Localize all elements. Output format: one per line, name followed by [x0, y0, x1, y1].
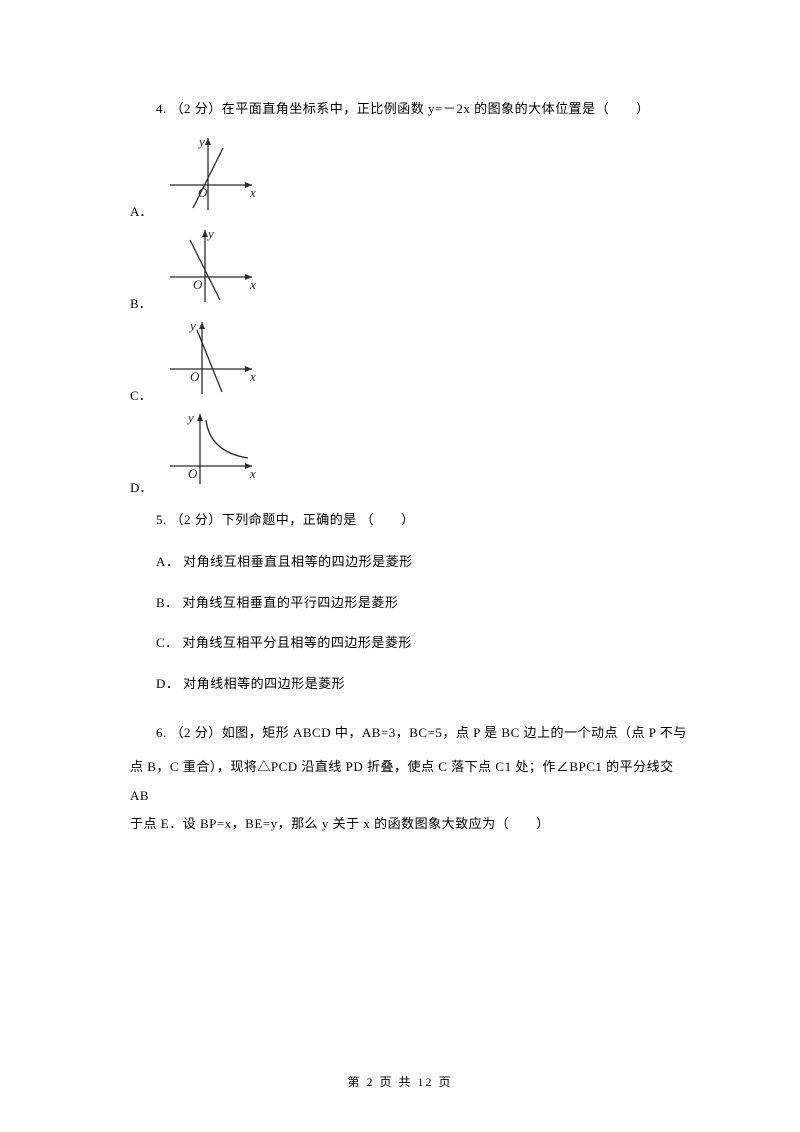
svg-text:y: y [186, 410, 194, 425]
q4-option-d: D． y x O [130, 406, 690, 496]
q4-label-a: A． [130, 201, 152, 220]
q4-option-b: B． y x O [130, 222, 690, 312]
svg-text:x: x [249, 466, 256, 481]
q4-label-d: D． [130, 477, 152, 496]
q4-graph-a: y x O [160, 130, 265, 220]
q5-text: 5. （2 分）下列命题中，正确的是 （ ） [130, 506, 690, 535]
q4-graph-c: y x O [160, 314, 265, 404]
svg-text:y: y [197, 134, 205, 149]
svg-text:x: x [249, 369, 256, 384]
q4-graph-d: y x O [160, 406, 265, 496]
svg-text:O: O [190, 369, 200, 384]
q4-text: 4. （2 分）在平面直角坐标系中，正比例函数 y=－2x 的图象的大体位置是（… [130, 95, 690, 124]
svg-text:y: y [206, 226, 214, 241]
svg-text:x: x [249, 277, 256, 292]
svg-text:y: y [188, 318, 196, 333]
page-container: 4. （2 分）在平面直角坐标系中，正比例函数 y=－2x 的图象的大体位置是（… [0, 0, 800, 1132]
svg-text:x: x [249, 185, 256, 200]
q5-opt-d: D． 对角线相等的四边形是菱形 [130, 670, 690, 699]
q5-opt-c: C． 对角线互相平分且相等的四边形是菱形 [130, 629, 690, 658]
q4-label-b: B． [130, 293, 152, 312]
page-footer: 第 2 页 共 12 页 [0, 1073, 800, 1090]
svg-text:O: O [193, 277, 203, 292]
svg-text:O: O [188, 466, 198, 481]
q4-label-c: C． [130, 385, 152, 404]
q5-opt-a: A． 对角线互相垂直且相等的四边形是菱形 [130, 548, 690, 577]
q4-option-a: A． y x O [130, 130, 690, 220]
q4-graph-b: y x O [160, 222, 265, 312]
q6-line1: 6. （2 分）如图，矩形 ABCD 中，AB=3，BC=5，点 P 是 BC … [130, 719, 690, 748]
q5-opt-b: B． 对角线互相垂直的平行四边形是菱形 [130, 589, 690, 618]
q6-line2: 点 B，C 重合），现将△PCD 沿直线 PD 折叠，使点 C 落下点 C1 处… [130, 753, 690, 810]
svg-text:O: O [198, 185, 208, 200]
q4-option-c: C． y x O [130, 314, 690, 404]
q6-line3: 于点 E．设 BP=x，BE=y，那么 y 关于 x 的函数图象大致应为（ ） [130, 810, 690, 839]
